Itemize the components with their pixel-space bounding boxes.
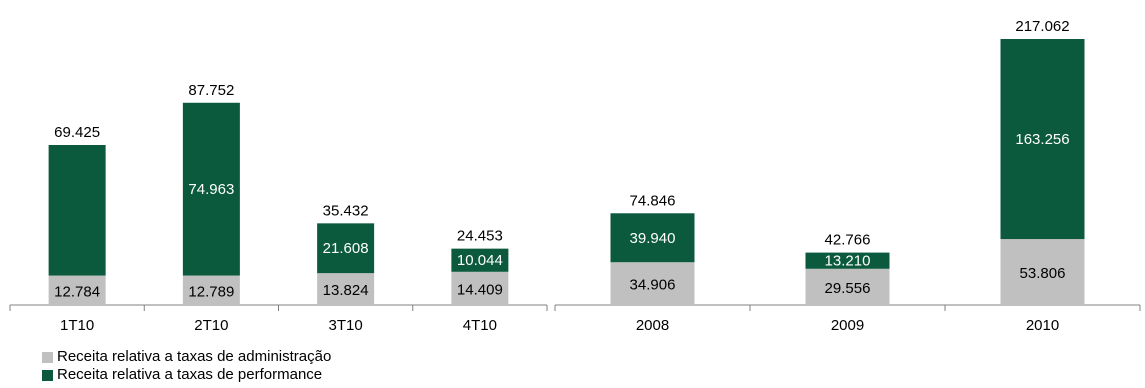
total-label-2008: 74.846: [630, 192, 676, 209]
legend-item-admin: Receita relativa a taxas de administraçã…: [42, 348, 331, 366]
category-label-2008: 2008: [636, 317, 669, 334]
data-label-performance-4T10: 10.044: [457, 252, 503, 269]
data-label-admin-2010: 53.806: [1020, 265, 1066, 282]
legend-swatch-performance: [42, 369, 53, 381]
chart-legend: Receita relativa a taxas de administraçã…: [42, 348, 331, 384]
bar-admin-4T10: [451, 271, 509, 305]
bar-performance-4T10: [451, 248, 509, 272]
data-label-performance-2009: 13.210: [825, 253, 871, 270]
bar-admin-2008: [610, 262, 695, 305]
legend-label-performance: Receita relativa a taxas de performance: [57, 366, 323, 383]
bar-performance-2009: [805, 252, 890, 269]
bar-performance-2010: [1000, 39, 1085, 240]
data-label-performance-2010: 163.256: [1015, 131, 1069, 148]
data-label-admin-3T10: 13.824: [323, 282, 369, 299]
total-label-3T10: 35.432: [323, 202, 369, 219]
bar-admin-2009: [805, 268, 890, 305]
category-label-2009: 2009: [831, 317, 864, 334]
total-label-2T10: 87.752: [188, 82, 234, 99]
category-label-4T10: 4T10: [463, 317, 497, 334]
bar-admin-2010: [1000, 239, 1085, 305]
data-label-admin-4T10: 14.409: [457, 281, 503, 298]
total-label-2009: 42.766: [825, 232, 871, 249]
category-label-3T10: 3T10: [329, 317, 363, 334]
total-label-2010: 217.062: [1015, 18, 1069, 35]
data-label-performance-3T10: 21.608: [323, 240, 369, 257]
legend-label-admin: Receita relativa a taxas de administraçã…: [57, 348, 332, 365]
data-label-performance-2008: 39.940: [630, 230, 676, 247]
data-label-admin-2T10: 12.789: [188, 283, 234, 300]
data-label-admin-1T10: 12.784: [54, 283, 100, 300]
bar-performance-2008: [610, 213, 695, 263]
category-label-2T10: 2T10: [194, 317, 228, 334]
bar-admin-2T10: [182, 275, 240, 305]
legend-item-performance: Receita relativa a taxas de performance: [42, 366, 331, 384]
bar-admin-1T10: [48, 275, 106, 305]
category-label-1T10: 1T10: [60, 317, 94, 334]
data-label-performance-2T10: 74.963: [188, 181, 234, 198]
bar-performance-1T10: [48, 145, 106, 276]
data-label-admin-2009: 29.556: [825, 280, 871, 297]
bar-performance-2T10: [182, 102, 240, 276]
bar-admin-3T10: [317, 273, 375, 305]
category-label-2010: 2010: [1026, 317, 1059, 334]
legend-swatch-admin: [42, 351, 53, 363]
total-label-4T10: 24.453: [457, 228, 503, 245]
total-label-1T10: 69.425: [54, 124, 100, 141]
bar-performance-3T10: [317, 223, 375, 274]
data-label-admin-2008: 34.906: [630, 277, 676, 294]
